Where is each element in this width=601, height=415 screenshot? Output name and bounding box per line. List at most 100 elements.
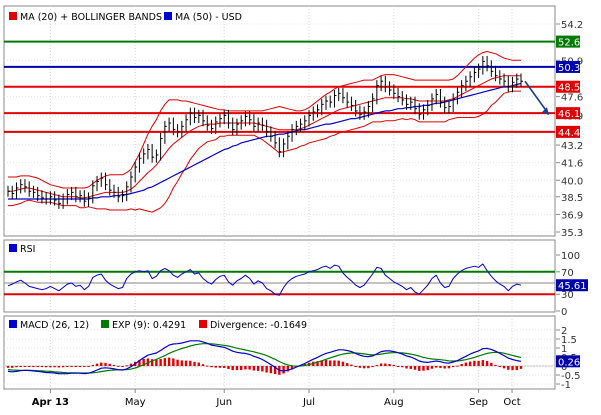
x-tick-label: Jun — [215, 397, 232, 408]
price-level-tag — [556, 60, 580, 73]
divergence-bar — [435, 366, 438, 368]
price-level-tag-label: 50.3 — [558, 63, 580, 74]
divergence-bar — [490, 362, 493, 366]
divergence-bar — [180, 360, 184, 366]
divergence-bar — [460, 364, 463, 366]
divergence-bar — [184, 360, 188, 366]
divergence-bar — [163, 358, 167, 366]
divergence-bar — [447, 366, 451, 369]
divergence-bar — [19, 366, 22, 367]
divergence-bar — [108, 363, 111, 366]
divergence-bar — [112, 364, 116, 366]
divergence-bar — [396, 366, 400, 367]
ma20-line — [8, 75, 521, 199]
legend-swatch-ma20 — [9, 12, 17, 20]
divergence-bar — [78, 366, 82, 367]
rsi-line — [7, 263, 522, 296]
price-levels — [4, 40, 555, 133]
divergence-bar — [485, 360, 489, 366]
x-tick-label: Jul — [302, 397, 315, 408]
divergence-bar — [57, 366, 61, 368]
rsi-panel: 1007050300 45.61 RSI — [3, 239, 588, 318]
price-grid — [4, 6, 555, 236]
divergence-bar — [129, 363, 133, 366]
divergence-bar — [324, 360, 328, 366]
price-y-tick-label: 47.6 — [561, 93, 583, 104]
price-legend: MA (20) + BOLLINGER BANDS MA (50) - USD — [9, 12, 242, 23]
divergence-bar — [481, 360, 485, 366]
divergence-bar — [341, 361, 345, 366]
macd-y-tick-label: -1 — [561, 380, 571, 391]
divergence-bar — [66, 366, 69, 367]
bollinger-upper-line — [8, 51, 521, 189]
x-tick-label: Apr 13 — [32, 397, 69, 408]
divergence-bar — [439, 366, 442, 368]
divergence-bar — [468, 361, 472, 366]
x-axis: Apr 13 May Jun Jul Aug Sep Oct — [32, 389, 521, 408]
legend-ma50-label: MA (50) - USD — [175, 12, 242, 23]
macd-y-tick-label: -0.5 — [561, 371, 581, 382]
divergence-bar — [273, 366, 277, 375]
divergence-bar — [426, 366, 429, 371]
divergence-bar — [261, 366, 264, 372]
price-y-tick-label: 54.2 — [561, 20, 583, 31]
rsi-value-tag: 45.61 — [556, 279, 588, 292]
divergence-bar — [413, 366, 417, 370]
price-y-tick-label: 36.9 — [561, 210, 583, 221]
rsi-y-tick-label: 30 — [561, 290, 574, 301]
divergence-bar — [231, 366, 234, 371]
divergence-bar — [388, 364, 391, 366]
price-level-tag-label: 44.4 — [558, 128, 580, 139]
rsi-y-tick-label: 0 — [561, 307, 567, 318]
macd-y-tick-label: 2 — [561, 326, 567, 337]
price-level-tag — [556, 107, 580, 120]
price-level-tag — [556, 35, 580, 48]
price-y-tick-label: 43.2 — [561, 141, 583, 152]
legend-macd-label: MACD (26, 12) — [20, 320, 89, 331]
macd-line — [7, 340, 522, 375]
price-level-tag — [556, 80, 580, 93]
divergence-bar — [422, 366, 425, 371]
divergence-bar — [201, 364, 205, 366]
bollinger-lower-line — [8, 90, 521, 213]
divergence-bar — [193, 361, 196, 366]
macd-signal-line — [7, 343, 522, 374]
rsi-y-tick-label: 70 — [561, 268, 574, 279]
macd-y-tick-label: 1 — [561, 344, 567, 355]
divergence-bar — [117, 365, 120, 367]
x-tick-label: May — [125, 397, 146, 408]
legend-swatch-exp — [101, 320, 109, 328]
x-tick-label: Aug — [384, 397, 404, 408]
divergence-bar — [430, 366, 434, 369]
x-tick-label: Sep — [469, 397, 488, 408]
rsi-swatch — [9, 244, 17, 252]
divergence-bar — [172, 358, 175, 366]
rsi-value-tag-label: 45.61 — [558, 281, 587, 292]
divergence-bar — [155, 359, 158, 366]
price-series — [7, 51, 549, 213]
price-y-tick-label: 35.3 — [561, 228, 583, 239]
divergence-bar — [252, 366, 256, 371]
divergence-bar — [290, 366, 294, 370]
macd-panel: 21.510.50-0.5-1 0.26 MACD (26, 12) EXP (… — [3, 315, 581, 391]
divergence-bar — [95, 363, 99, 366]
divergence-bar — [218, 366, 222, 368]
divergence-bar — [451, 366, 455, 368]
divergence-bar — [100, 362, 103, 366]
x-tick-label: Oct — [503, 397, 520, 408]
divergence-bar — [443, 366, 446, 369]
divergence-bar — [227, 366, 230, 370]
divergence-bar — [142, 358, 145, 366]
divergence-bar — [401, 366, 404, 368]
divergence-bar — [121, 366, 124, 367]
ma50-line — [8, 82, 522, 200]
divergence-bar — [507, 366, 510, 370]
divergence-bar — [235, 366, 239, 371]
divergence-bar — [367, 366, 370, 369]
divergence-bar — [265, 366, 268, 373]
divergence-bar — [405, 366, 408, 369]
divergence-bar — [70, 366, 73, 367]
divergence-bar — [138, 360, 141, 366]
divergence-bar — [74, 366, 78, 367]
